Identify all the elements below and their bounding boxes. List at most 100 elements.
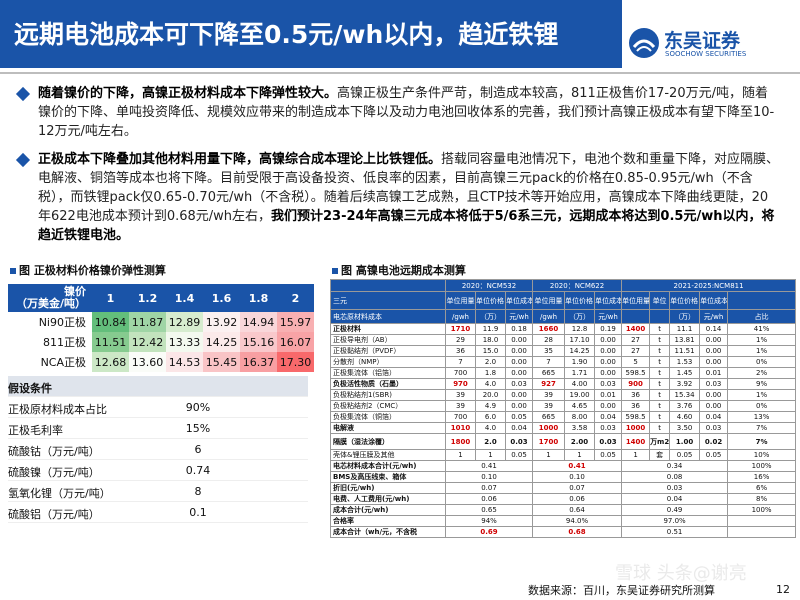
right-caption-text: 图 高镍电池远期成本测算 [341, 264, 466, 277]
total-row: 电费、人工费用(元/wh) 0.06 0.06 0.04 8% [330, 493, 797, 505]
table-cell: 4.60 [669, 411, 701, 423]
table-cell: 41% [727, 323, 797, 335]
total-value [727, 515, 797, 527]
table-cell: t [649, 378, 671, 390]
total-row: 电芯材料成本合计(元/wh) 0.41 0.41 0.34 100% [330, 460, 797, 472]
table-row: 负极集流体（铜箔） 700 6.0 0.05 665 8.00 0.04 598.5 t 4.60… [330, 411, 797, 423]
unit-header: （万） [564, 309, 596, 324]
total-label: 电芯材料成本合计(元/wh) [330, 460, 446, 472]
table-cell: 1660 [532, 323, 566, 335]
bullet-paragraph-2: 正极成本下降叠加其他材料用量下降，高镍综合成本理论上比铁锂低。搭载同容量电池情况… [15, 150, 780, 245]
table-cell: 0.00 [699, 356, 729, 368]
table-row: 811正极 11.51 12.42 13.33 14.25 15.16 16.0… [8, 332, 314, 352]
brand-name-en: SOOCHOW SECURITIES [665, 50, 747, 58]
unit-row: 电芯原材料成本 /gwh （万） 元/wh /gwh （万） 元/wh （万） … [330, 309, 797, 324]
table-cell: t [649, 411, 671, 423]
subheader: 单位成本 [594, 291, 623, 310]
brand-logo: 东吴证券 SOOCHOW SECURITIES [628, 26, 798, 64]
table-cell: 39 [445, 389, 476, 401]
total-label: 折旧(元/wh) [330, 482, 446, 494]
table-cell: 0.05 [594, 449, 623, 461]
heat-cell: 15.97 [277, 312, 314, 332]
assumptions-header: 假设条件 [8, 376, 308, 397]
assumption-value: 6 [194, 443, 202, 456]
table-cell: 1.45 [669, 367, 701, 379]
group-header: 2020：NCM622 [532, 279, 623, 292]
table-row: 电解液 1010 4.0 0.04 1000 3.58 0.03 1000 t 3.50 0.03 7… [330, 422, 797, 434]
battery-cost-table: 2020：NCM532 2020：NCM622 2021-2025:NCM811… [330, 279, 797, 538]
table-cell: 0% [727, 356, 797, 368]
total-value: 0.08 [621, 471, 729, 483]
heat-cell: 12.42 [129, 332, 166, 352]
table-cell: 0.00 [504, 345, 534, 357]
table-cell: 13% [727, 411, 797, 423]
table-cell: 0.03 [594, 433, 623, 450]
assumption-key: 正极毛利率 [8, 424, 63, 437]
table-cell: 19.00 [564, 389, 596, 401]
caption-square-icon [10, 268, 16, 274]
para1-text: 高镍正极生产条件严苛，制造成本较高，811正极售价17-20万元/吨，随着镍价的… [38, 86, 775, 139]
row-label: Ni90正极 [38, 316, 86, 329]
total-value: 0.03 [621, 482, 729, 494]
table-cell: t [649, 400, 671, 412]
price-header: 1.2 [129, 284, 166, 312]
table-cell: 1400 [621, 433, 651, 450]
table-cell: 9% [727, 378, 797, 390]
row-label: 正极材料 [330, 323, 446, 335]
table-cell: 0% [727, 400, 797, 412]
total-value: 16% [727, 471, 797, 483]
unit-header [649, 309, 671, 324]
total-row: 成本合计(元/wh) 0.65 0.64 0.49 100% [330, 504, 797, 516]
title-divider [0, 72, 800, 74]
slide-title: 远期电池成本可下降至0.5元/wh以内，趋近铁锂 [0, 0, 622, 68]
table-row: 隔膜（湿法涂覆） 1800 2.0 0.03 1700 2.00 0.03 1400 万m2 1.… [330, 433, 797, 450]
total-value: 0.06 [444, 493, 534, 505]
table-cell: 1 [564, 449, 596, 461]
assumptions-table: 假设条件 正极原材料成本占比 90% 正极毛利率 15% 硫酸钴（万元/吨） 6 硫酸… [8, 376, 308, 523]
price-header: 1.4 [166, 284, 203, 312]
table-cell: 2.0 [475, 356, 506, 368]
table-cell: 2.0 [475, 433, 506, 450]
table-cell: 36 [621, 400, 651, 412]
para2-lead: 正极成本下降叠加其他材料用量下降，高镍综合成本理论上比铁锂低。 [38, 152, 442, 167]
total-value: 0.10 [532, 471, 623, 483]
unit-header: 占比 [727, 309, 797, 324]
total-value: 8% [727, 493, 797, 505]
table-cell: t [649, 345, 671, 357]
total-value: 0.34 [621, 460, 729, 472]
group-header-row: 2020：NCM532 2020：NCM622 2021-2025:NCM811 [330, 279, 797, 292]
subheader: 单位价格（万） [669, 291, 701, 310]
table-cell: 4.0 [475, 422, 506, 434]
heat-cell: 13.33 [166, 332, 203, 352]
table-cell: 0.03 [594, 422, 623, 434]
total-value: 0.04 [621, 493, 729, 505]
table-cell: 0.05 [669, 449, 701, 461]
row-label: 电解液 [330, 422, 446, 434]
table-cell: 0.00 [594, 345, 623, 357]
total-value [727, 526, 797, 538]
table-cell: 17.10 [564, 334, 596, 346]
unit-header: （万） [475, 309, 506, 324]
subheader [727, 291, 797, 310]
group-header: 2021-2025:NCM811 [621, 279, 797, 292]
table-cell: 1 [445, 449, 476, 461]
table-cell: 0.00 [699, 389, 729, 401]
heat-cell: 14.53 [166, 352, 203, 372]
table-row: 负极粘结剂2（CMC） 39 4.9 0.00 39 4.65 0.00 36 t 3.76 0.0… [330, 400, 797, 412]
total-value: 0.64 [532, 504, 623, 516]
total-value: 97.0% [621, 515, 729, 527]
table-cell: 15.0 [475, 345, 506, 357]
price-header: 2 [277, 284, 314, 312]
total-value: 0.07 [444, 482, 534, 494]
corner-header: 镍价 （万美金/吨） [8, 284, 92, 312]
total-value: 94% [444, 515, 534, 527]
table-cell: 0.00 [699, 334, 729, 346]
table-cell: 27 [621, 345, 651, 357]
price-header: 1 [92, 284, 129, 312]
table-cell: 665 [532, 411, 566, 423]
heat-cell: 12.89 [166, 312, 203, 332]
table-cell: 28 [532, 334, 566, 346]
table-cell: 1.90 [564, 356, 596, 368]
subheader: 单位用量 [532, 291, 566, 310]
table-cell: 0.03 [504, 378, 534, 390]
